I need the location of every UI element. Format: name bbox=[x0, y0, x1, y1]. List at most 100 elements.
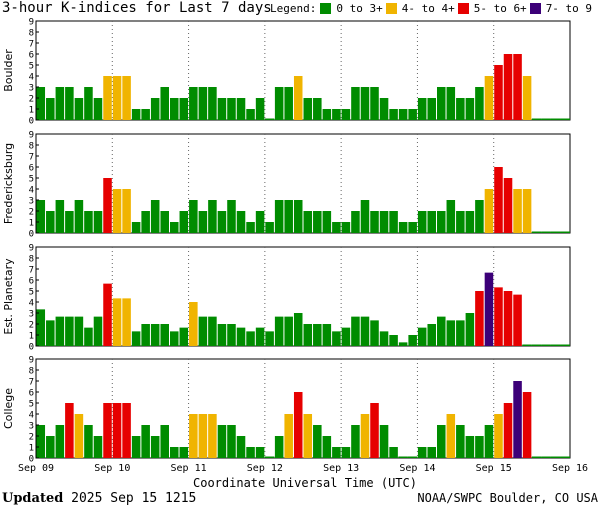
kindex-bar bbox=[475, 436, 484, 458]
kindex-bar bbox=[408, 109, 417, 120]
y-tick-label: 6 bbox=[29, 164, 34, 174]
kindex-bar bbox=[531, 231, 542, 233]
kindex-bar bbox=[284, 414, 293, 458]
legend-item: 5- to 6+ bbox=[457, 2, 527, 15]
legend-item: 4- to 4+ bbox=[385, 2, 455, 15]
kindex-bar bbox=[141, 109, 150, 120]
kindex-bar bbox=[93, 98, 103, 120]
kindex-bar bbox=[74, 98, 84, 120]
legend-item-label: 7- to 9 bbox=[545, 2, 593, 15]
kindex-bar bbox=[351, 316, 360, 346]
kindex-bar bbox=[379, 211, 389, 233]
kindex-bar bbox=[503, 54, 513, 120]
kindex-bar bbox=[341, 222, 351, 233]
kindex-bar bbox=[36, 87, 46, 120]
kindex-bar bbox=[122, 76, 131, 120]
kindex-bar bbox=[313, 211, 322, 233]
kindex-bar bbox=[303, 211, 313, 233]
panel-frame bbox=[35, 358, 571, 459]
y-axis-label: Fredericksburg bbox=[2, 143, 15, 224]
kindex-bar bbox=[84, 87, 93, 120]
kindex-bar bbox=[103, 178, 112, 233]
kindex-bar bbox=[284, 200, 293, 233]
kindex-bar bbox=[408, 335, 417, 346]
kindex-bar bbox=[541, 456, 551, 458]
kindex-bar bbox=[531, 456, 542, 458]
kindex-bar bbox=[332, 222, 341, 233]
kindex-bar bbox=[437, 87, 446, 120]
kindex-bar bbox=[503, 178, 513, 233]
kindex-bar bbox=[170, 98, 179, 120]
kindex-bar bbox=[494, 287, 503, 346]
kindex-bar bbox=[55, 87, 65, 120]
y-tick-label: 8 bbox=[29, 142, 34, 152]
kindex-bar bbox=[389, 447, 398, 458]
kindex-bar bbox=[208, 87, 217, 120]
kindex-bar bbox=[465, 98, 475, 120]
updated-timestamp: Updated 2025 Sep 15 1215 bbox=[2, 491, 196, 506]
legend-swatch bbox=[320, 3, 332, 14]
kindex-bar bbox=[446, 200, 456, 233]
kindex-bar bbox=[189, 87, 198, 120]
kindex-bar bbox=[208, 414, 217, 458]
kindex-bar bbox=[236, 327, 246, 346]
x-tick-label: Sep 09 bbox=[18, 463, 54, 474]
y-tick-label: 0 bbox=[29, 343, 34, 353]
kindex-bar bbox=[541, 344, 551, 346]
kindex-bar bbox=[332, 331, 341, 346]
kindex-bar bbox=[217, 425, 227, 458]
y-tick-label: 8 bbox=[29, 255, 34, 265]
kindex-bar bbox=[541, 231, 551, 233]
kindex-bar bbox=[322, 109, 332, 120]
legend-swatch bbox=[529, 3, 541, 14]
kindex-bar bbox=[264, 118, 275, 120]
legend-item: 7- to 9 bbox=[529, 2, 593, 15]
kindex-bar bbox=[560, 456, 570, 458]
kindex-bar bbox=[160, 211, 169, 233]
kindex-bar bbox=[112, 76, 122, 120]
kindex-bar bbox=[84, 211, 93, 233]
kindex-bar bbox=[112, 298, 122, 346]
x-tick-label: Sep 16 bbox=[552, 463, 588, 474]
kindex-bar bbox=[417, 211, 427, 233]
kindex-bar bbox=[112, 189, 122, 233]
kindex-bar bbox=[427, 211, 436, 233]
kindex-bar bbox=[255, 327, 265, 346]
kindex-bar bbox=[475, 200, 484, 233]
kindex-bar bbox=[417, 327, 427, 346]
kindex-bar bbox=[465, 436, 475, 458]
kindex-bar bbox=[484, 425, 494, 458]
kindex-bar bbox=[484, 189, 494, 233]
kindex-bar bbox=[522, 344, 532, 346]
kindex-bar bbox=[313, 324, 322, 346]
kindex-bar bbox=[46, 436, 55, 458]
panel-frame bbox=[35, 133, 571, 234]
kindex-bar bbox=[255, 211, 265, 233]
kindex-bar bbox=[446, 414, 456, 458]
kindex-bar bbox=[160, 324, 169, 346]
kindex-bar bbox=[198, 87, 208, 120]
kindex-bar bbox=[179, 211, 189, 233]
kindex-bar bbox=[284, 316, 293, 346]
kindex-bar bbox=[446, 320, 456, 346]
kindex-bar bbox=[550, 456, 561, 458]
kindex-bar bbox=[141, 324, 150, 346]
x-tick-label: Sep 12 bbox=[247, 463, 283, 474]
kindex-bar bbox=[332, 447, 341, 458]
kindex-bar bbox=[360, 414, 370, 458]
kindex-bar bbox=[531, 344, 542, 346]
kindex-bar bbox=[179, 98, 189, 120]
kindex-bar bbox=[398, 222, 408, 233]
x-axis-title: Coordinate Universal Time (UTC) bbox=[193, 476, 417, 490]
kindex-bar bbox=[103, 283, 112, 346]
x-tick-label: Sep 13 bbox=[323, 463, 359, 474]
kindex-bar bbox=[255, 447, 265, 458]
kindex-bar bbox=[122, 403, 131, 458]
kindex-bar bbox=[456, 425, 465, 458]
kindex-bar bbox=[370, 403, 379, 458]
kindex-bar bbox=[550, 231, 561, 233]
kindex-bar bbox=[484, 76, 494, 120]
kindex-bar bbox=[274, 200, 284, 233]
kindex-bar bbox=[379, 331, 389, 346]
kindex-bar bbox=[170, 447, 179, 458]
